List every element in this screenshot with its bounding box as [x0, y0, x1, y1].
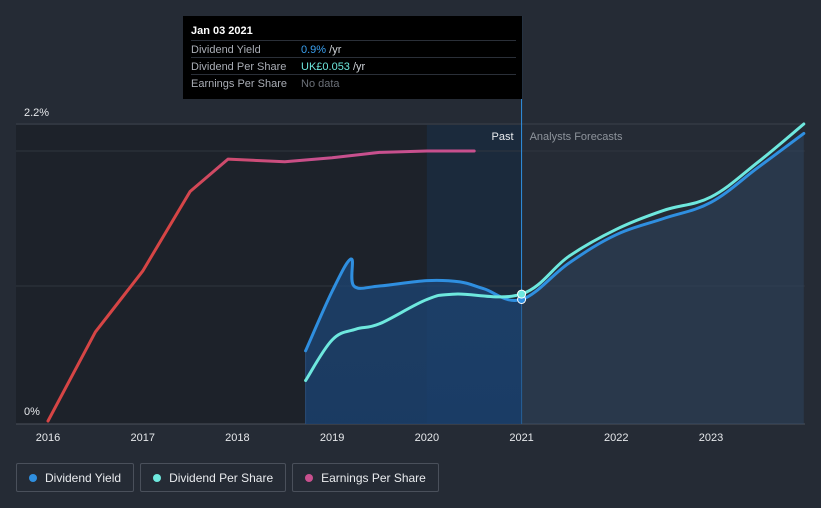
y-tick-label-max: 2.2%	[24, 107, 49, 119]
x-tick-label: 2022	[604, 432, 628, 444]
chart-legend: Dividend Yield Dividend Per Share Earnin…	[16, 463, 439, 492]
x-tick-label: 2018	[225, 432, 249, 444]
tooltip-label: Dividend Yield	[191, 44, 261, 56]
legend-dot-icon	[153, 473, 162, 482]
dividend-yield-area-forecast	[521, 133, 804, 424]
x-tick-label: 2021	[509, 432, 533, 444]
chart-tooltip: Jan 03 2021 Dividend Yield 0.9% /yr Divi…	[183, 16, 522, 99]
tooltip-row-dividend-yield: Dividend Yield 0.9% /yr	[191, 40, 516, 58]
x-tick-label: 2023	[699, 432, 723, 444]
tooltip-value: No data	[301, 78, 340, 90]
legend-label: Earnings Per Share	[321, 470, 426, 485]
forecast-label: Analysts Forecasts	[530, 131, 623, 143]
tooltip-value: UK£0.053	[301, 61, 350, 73]
legend-dot-icon	[29, 473, 37, 482]
tooltip-label: Dividend Per Share	[191, 61, 287, 73]
past-label: Past	[492, 131, 514, 143]
legend-dividend-yield[interactable]: Dividend Yield	[16, 463, 135, 492]
legend-dividend-per-share[interactable]: Dividend Per Share	[140, 463, 287, 492]
dividend-yield-area-past	[305, 258, 522, 424]
earnings-per-share-line	[46, 149, 476, 423]
legend-earnings-per-share[interactable]: Earnings Per Share	[292, 463, 439, 492]
tooltip-value: 0.9%	[301, 44, 327, 56]
tooltip-row-dividend-per-share: Dividend Per Share UK£0.053 /yr	[191, 57, 516, 75]
x-tick-label: 2020	[415, 432, 439, 444]
x-tick-label: 2017	[130, 432, 154, 444]
x-tick-label: 2019	[320, 432, 344, 444]
tooltip-unit: /yr	[326, 44, 342, 56]
tooltip-row-earnings-per-share: Earnings Per Share No data	[191, 74, 516, 92]
legend-label: Dividend Per Share	[169, 470, 274, 485]
x-tick-label: 2016	[36, 432, 60, 444]
tooltip-date: Jan 03 2021	[191, 25, 253, 37]
tooltip-unit: /yr	[349, 61, 366, 73]
dividend-per-share-marker	[517, 289, 527, 299]
tooltip-label: Earnings Per Share	[191, 78, 287, 90]
legend-dot-icon	[305, 473, 314, 482]
y-tick-label-min: 0%	[24, 406, 40, 418]
legend-label: Dividend Yield	[45, 470, 122, 485]
dividend-yield-line	[304, 131, 806, 353]
